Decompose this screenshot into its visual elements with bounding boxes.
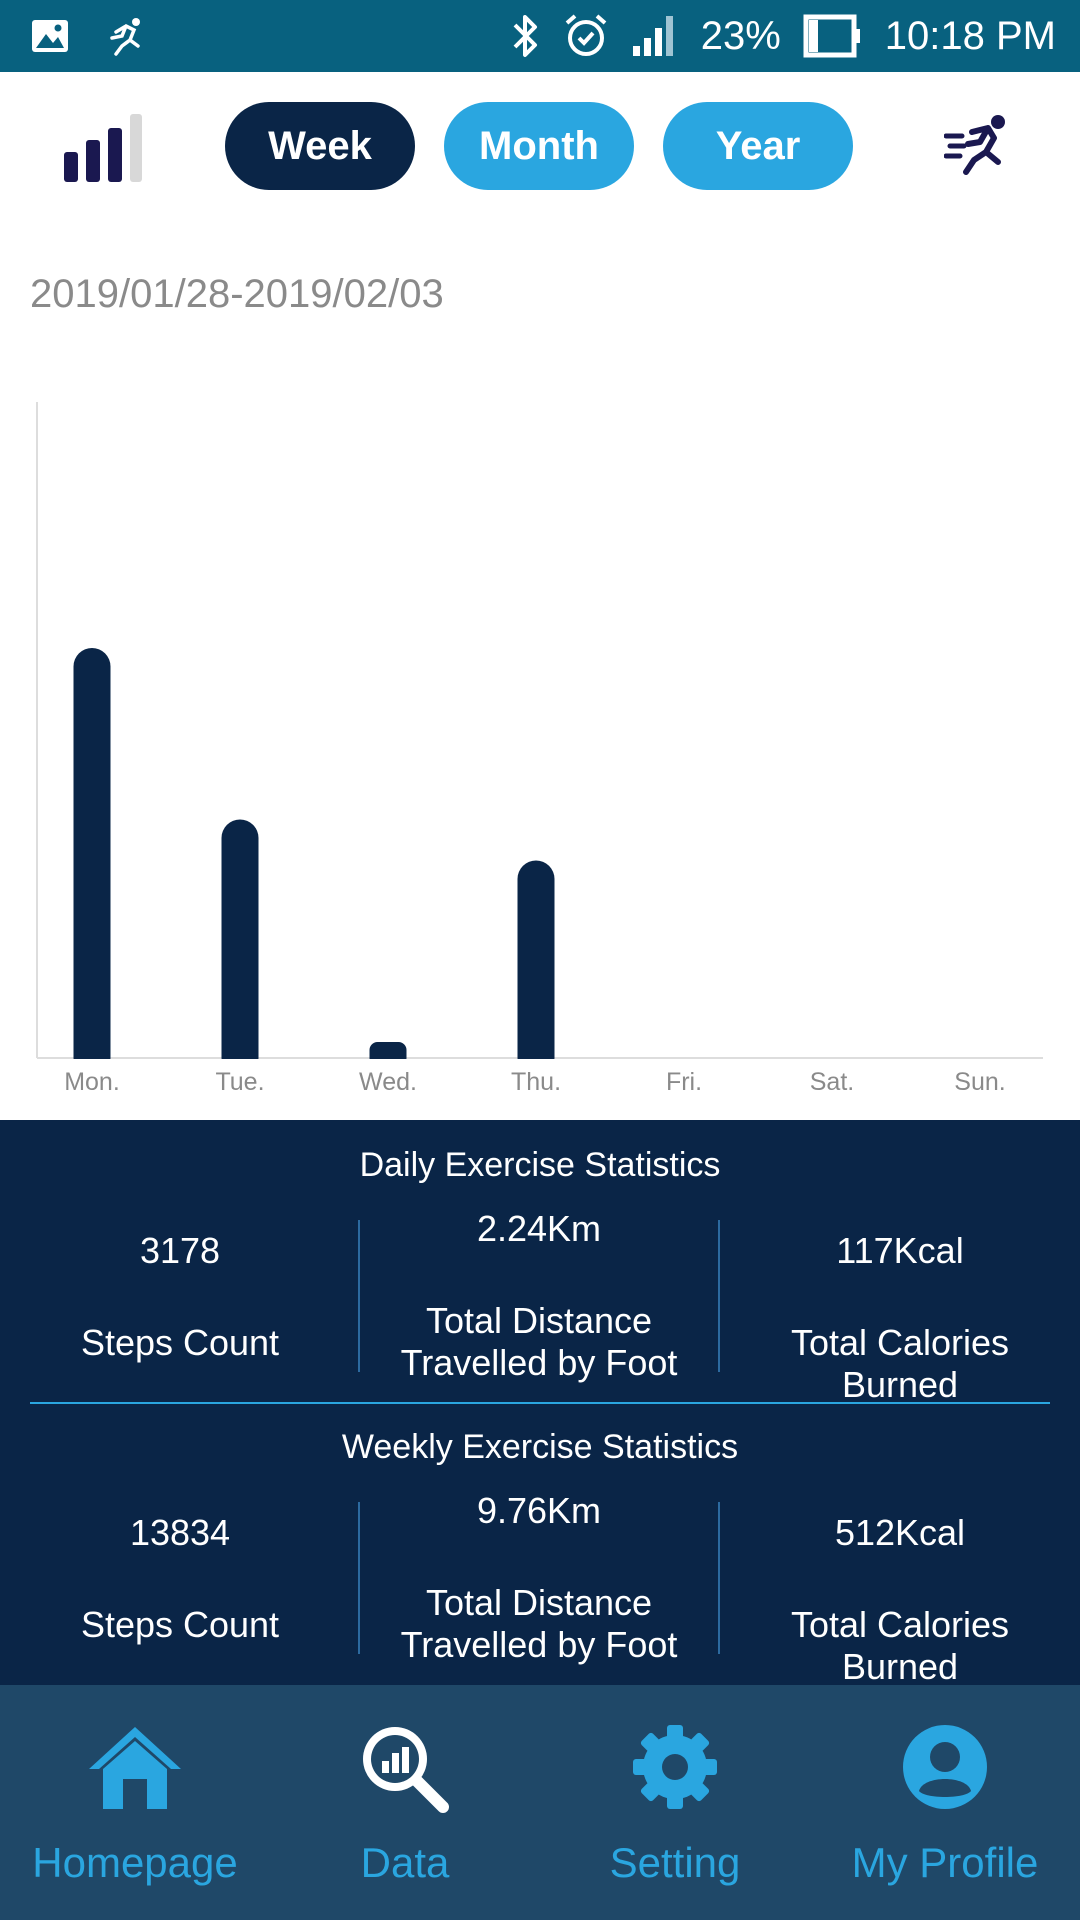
weekly-distance-label-2: Travelled by Foot	[400, 1624, 678, 1665]
weekly-distance-label-1: Total Distance	[425, 1582, 653, 1623]
weekly-steps-chart: Mon. Tue. Wed. Thu. Fri. Sat. Sun.	[36, 402, 1043, 1096]
daily-distance-label-1: Total Distance	[425, 1300, 653, 1341]
weekly-calories: 512Kcal Total Calories Burned	[730, 1512, 1070, 1688]
weekly-divider-1	[358, 1502, 360, 1654]
daily-stats-title: Daily Exercise Statistics	[359, 1146, 721, 1184]
daily-calories-label: Total Calories Burned	[790, 1322, 1010, 1405]
daily-calories-value: 117Kcal	[836, 1230, 964, 1271]
nav-homepage[interactable]: Homepage	[0, 1685, 270, 1920]
stats-section-divider	[30, 1402, 1050, 1404]
x-label-tue: Tue.	[215, 1068, 264, 1096]
x-label-thu: Thu.	[511, 1068, 561, 1096]
chart-x-labels: Mon. Tue. Wed. Thu. Fri. Sat. Sun.	[64, 1068, 1006, 1096]
running-person-icon[interactable]	[943, 112, 1012, 178]
home-icon	[80, 1717, 190, 1817]
weekly-calories-label: Total Calories Burned	[790, 1604, 1010, 1687]
signal-icon	[631, 14, 679, 58]
weekly-steps-value: 13834	[129, 1512, 231, 1553]
daily-calories: 117Kcal Total Calories Burned	[730, 1230, 1070, 1406]
status-bar-left	[30, 12, 148, 60]
bluetooth-icon	[511, 13, 541, 59]
nav-my-profile[interactable]: My Profile	[810, 1685, 1080, 1920]
nav-data[interactable]: Data	[270, 1685, 540, 1920]
status-bar-right: 23% 10:18 PM	[511, 0, 1056, 72]
gear-icon	[620, 1717, 730, 1817]
weekly-calories-value: 512Kcal	[834, 1512, 966, 1553]
daily-distance-value: 2.24Km	[476, 1208, 602, 1249]
tab-week[interactable]: Week	[225, 102, 415, 190]
nav-my-profile-label: My Profile	[851, 1839, 1039, 1886]
nav-homepage-label: Homepage	[32, 1839, 238, 1886]
status-time: 10:18 PM	[884, 13, 1056, 58]
daily-divider-2	[718, 1220, 720, 1372]
nav-data-label: Data	[360, 1839, 450, 1886]
bottom-nav: Homepage Data S	[0, 1685, 1080, 1920]
x-label-mon: Mon.	[64, 1068, 120, 1096]
chart-bars	[38, 648, 1043, 1083]
period-toolbar: Week Month Year	[0, 72, 1080, 222]
nav-setting-label: Setting	[609, 1839, 741, 1886]
status-bar: 23% 10:18 PM	[0, 0, 1080, 72]
x-label-wed: Wed.	[359, 1068, 417, 1096]
alarm-icon	[563, 13, 609, 59]
weekly-steps: 13834 Steps Count	[10, 1512, 350, 1646]
bar-mon	[73, 648, 111, 1077]
bar-chart-icon[interactable]	[58, 108, 148, 188]
date-range: 2019/01/28-2019/02/03	[30, 272, 444, 316]
image-icon	[30, 16, 70, 56]
tab-year[interactable]: Year	[663, 102, 853, 190]
daily-steps: 3178 Steps Count	[10, 1230, 350, 1364]
weekly-stats-title: Weekly Exercise Statistics	[341, 1428, 739, 1466]
x-label-sun: Sun.	[954, 1068, 1005, 1096]
nav-setting[interactable]: Setting	[540, 1685, 810, 1920]
x-label-sat: Sat.	[810, 1068, 854, 1096]
daily-distance: 2.24Km Total Distance Travelled by Foot	[369, 1208, 709, 1384]
exercise-stats-panel: Daily Exercise Statistics 3178 Steps Cou…	[0, 1120, 1080, 1688]
daily-steps-label: Steps Count	[80, 1322, 280, 1363]
battery-percent: 23%	[700, 13, 781, 58]
tab-month[interactable]: Month	[444, 102, 634, 190]
weekly-distance: 9.76Km Total Distance Travelled by Foot	[369, 1490, 709, 1666]
weekly-divider-2	[718, 1502, 720, 1654]
bar-tue	[221, 819, 259, 1077]
battery-icon	[803, 14, 863, 58]
profile-icon	[890, 1717, 1000, 1817]
running-icon	[104, 16, 148, 56]
weekly-steps-label: Steps Count	[80, 1604, 280, 1645]
baseline-mask	[38, 1059, 1043, 1083]
x-label-fri: Fri.	[666, 1068, 702, 1096]
daily-distance-label-2: Travelled by Foot	[400, 1342, 678, 1383]
weekly-distance-value: 9.76Km	[476, 1490, 602, 1531]
daily-steps-value: 3178	[139, 1230, 221, 1271]
daily-divider-1	[358, 1220, 360, 1372]
bar-thu	[517, 860, 555, 1077]
data-search-icon	[350, 1717, 460, 1817]
